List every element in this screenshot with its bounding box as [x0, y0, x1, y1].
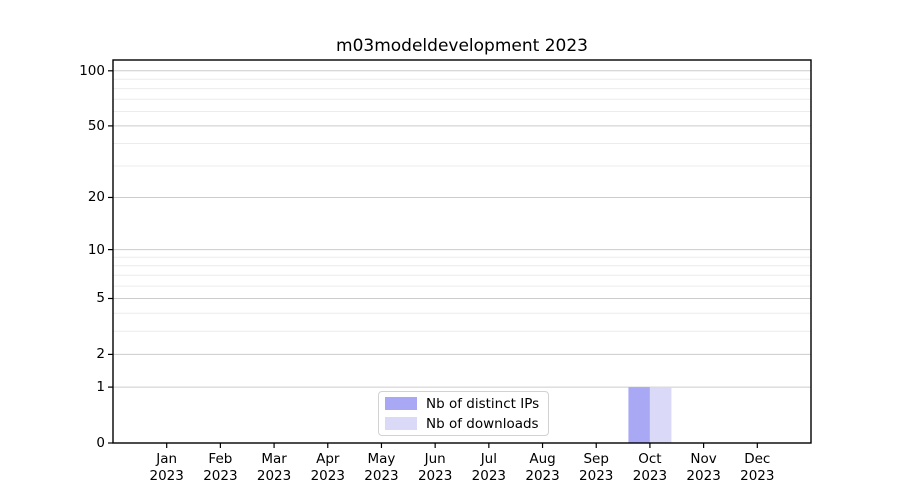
x-tick-label: Apr 2023	[311, 451, 345, 484]
y-tick-label: 2	[96, 346, 105, 363]
x-tick-month: Feb	[208, 451, 233, 467]
x-tick-year: 2023	[417, 467, 453, 484]
x-tick-year: 2023	[364, 467, 399, 484]
x-tick-year: 2023	[149, 467, 184, 484]
x-tick-label: Jul 2023	[472, 451, 506, 484]
x-tick-year: 2023	[203, 467, 238, 484]
x-tick-year: 2023	[256, 467, 292, 484]
chart-title: m03modeldevelopment 2023	[336, 36, 588, 56]
legend-item-downloads: Nb of downloads	[385, 416, 548, 432]
legend-item-distinct-ips: Nb of distinct IPs	[385, 396, 548, 412]
x-tick-month: Nov	[690, 451, 717, 467]
x-tick-month: Jan	[156, 451, 178, 467]
x-tick-year: 2023	[310, 467, 345, 484]
x-tick-month: Dec	[744, 451, 771, 467]
x-tick-month: May	[367, 451, 396, 467]
y-tick-label: 50	[87, 117, 105, 134]
x-tick-month: Jul	[480, 451, 497, 467]
bar-distinct-ips	[628, 387, 650, 443]
x-tick-month: Apr	[316, 451, 340, 467]
legend-swatch-distinct-ips	[385, 397, 417, 410]
x-tick-month: Mar	[261, 451, 287, 467]
legend-label-downloads: Nb of downloads	[426, 415, 539, 432]
x-tick-label: Jun 2023	[418, 451, 452, 484]
axes-frame	[112, 59, 812, 444]
x-tick-year: 2023	[740, 467, 775, 484]
x-tick-label: May 2023	[364, 451, 398, 484]
x-tick-month: Aug	[529, 451, 556, 467]
legend-swatch-downloads	[385, 417, 417, 430]
x-tick-month: Sep	[583, 451, 609, 467]
x-tick-month: Oct	[638, 451, 662, 467]
x-tick-label: Nov 2023	[686, 451, 720, 484]
bar-downloads	[649, 387, 672, 443]
x-tick-label: Feb 2023	[203, 451, 237, 484]
legend: Nb of distinct IPs Nb of downloads	[378, 391, 549, 436]
y-tick-label: 10	[87, 241, 105, 258]
x-tick-label: Mar 2023	[257, 451, 291, 484]
x-tick-label: Jan 2023	[150, 451, 184, 484]
x-tick-year: 2023	[579, 467, 614, 484]
y-tick-label: 1	[96, 379, 105, 396]
x-tick-month: Jun	[424, 451, 446, 467]
x-tick-year: 2023	[632, 467, 668, 484]
y-tick-label: 5	[96, 290, 105, 307]
y-tick-label: 20	[87, 189, 105, 206]
x-tick-label: Aug 2023	[525, 451, 559, 484]
x-tick-label: Sep 2023	[579, 451, 613, 484]
x-tick-year: 2023	[471, 467, 507, 484]
x-tick-label: Oct 2023	[633, 451, 667, 484]
y-tick-label: 100	[79, 62, 105, 79]
legend-label-distinct-ips: Nb of distinct IPs	[426, 395, 540, 412]
x-tick-label: Dec 2023	[740, 451, 774, 484]
x-tick-year: 2023	[525, 467, 560, 484]
x-tick-year: 2023	[686, 467, 721, 484]
y-tick-label: 0	[96, 435, 105, 451]
